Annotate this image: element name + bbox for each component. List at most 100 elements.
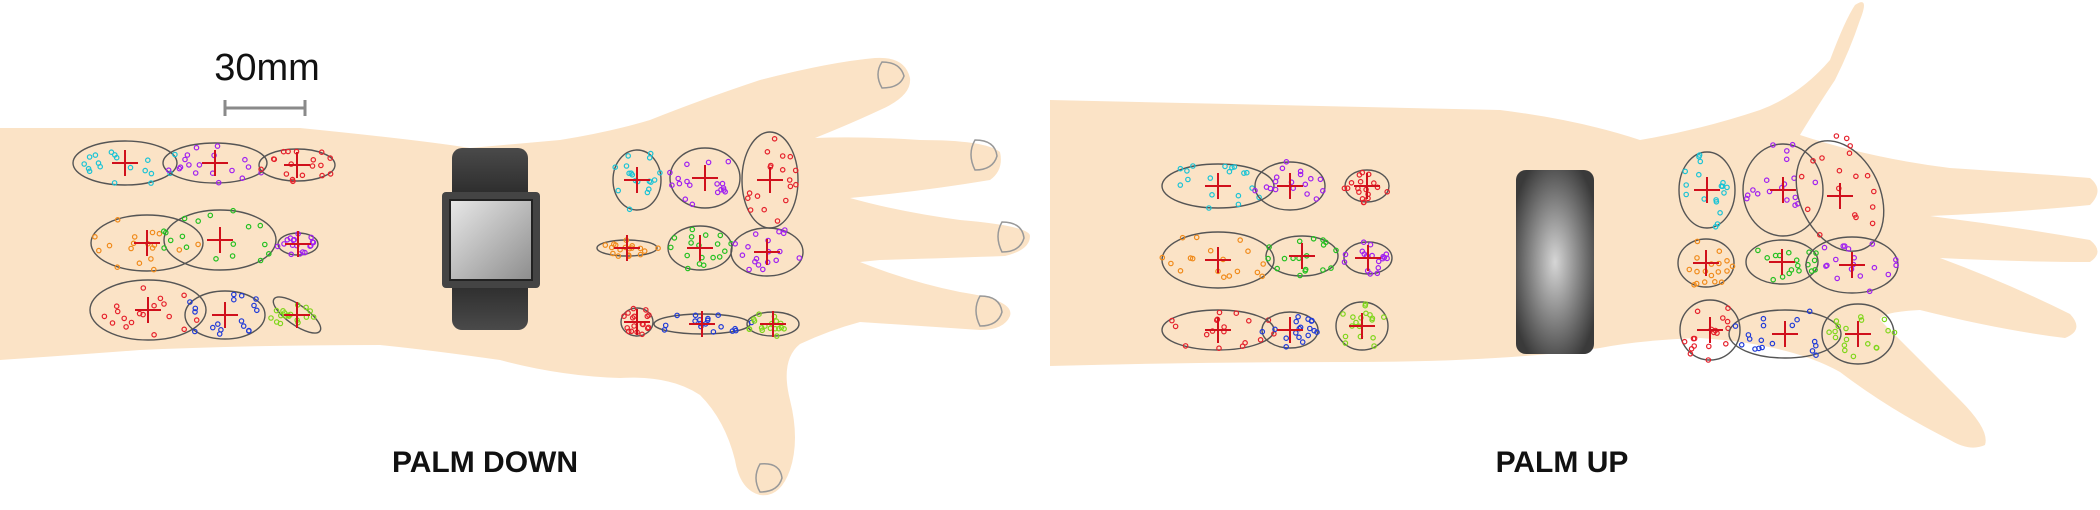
touch-point <box>717 232 724 239</box>
cluster-ellipse <box>90 214 204 272</box>
touch-point <box>1754 191 1761 197</box>
touch-point <box>623 163 630 169</box>
touch-point <box>112 152 118 158</box>
touch-point <box>1836 167 1843 174</box>
touch-point <box>187 299 193 305</box>
touch-point <box>136 310 143 317</box>
touch-point <box>1687 350 1694 357</box>
touch-point <box>1864 172 1871 179</box>
cluster-ellipse <box>272 296 322 334</box>
touch-point <box>1235 192 1242 199</box>
touch-point <box>166 313 173 320</box>
touch-point <box>1813 352 1819 359</box>
touch-point <box>288 251 295 258</box>
touch-point <box>1686 266 1693 273</box>
touch-point <box>1328 265 1334 271</box>
touch-point <box>756 311 762 318</box>
touch-point <box>1804 206 1811 213</box>
touch-point <box>669 182 675 189</box>
touch-point <box>284 237 291 243</box>
touch-point <box>1681 338 1688 345</box>
cluster-ellipse <box>669 147 741 209</box>
touch-point <box>1259 273 1266 280</box>
touch-point <box>1760 322 1767 329</box>
touch-point <box>196 162 203 168</box>
touch-cluster <box>268 296 322 334</box>
touch-point <box>229 253 236 259</box>
touch-point <box>1843 135 1850 142</box>
touch-point <box>1375 264 1382 271</box>
touch-point <box>1203 331 1210 338</box>
touch-point <box>1833 133 1840 139</box>
touch-point <box>195 218 202 224</box>
touch-point <box>1311 327 1318 334</box>
touch-point <box>1694 268 1700 275</box>
touch-point <box>1185 176 1191 183</box>
touch-point <box>142 167 149 174</box>
touch-point <box>1206 205 1212 211</box>
touch-point <box>1348 180 1355 186</box>
touch-point <box>1750 187 1756 193</box>
touch-point <box>1370 334 1376 341</box>
touch-point <box>108 149 115 156</box>
touch-point <box>1260 261 1267 267</box>
touch-point <box>714 241 721 247</box>
touch-point <box>626 206 633 213</box>
touch-point <box>1233 310 1240 317</box>
touch-point <box>1694 255 1700 261</box>
touch-point <box>1789 322 1796 329</box>
touch-point <box>1871 264 1878 271</box>
touch-point <box>1826 329 1832 336</box>
cluster-ellipse <box>1795 140 1885 252</box>
touch-point <box>628 328 635 335</box>
touch-point <box>1190 163 1196 169</box>
touch-point <box>1708 272 1715 279</box>
touch-point <box>1725 305 1731 312</box>
touch-point <box>1716 248 1723 255</box>
touch-point <box>1320 267 1326 273</box>
touch-point <box>1792 202 1798 209</box>
scale-bar: 30mm <box>214 47 320 116</box>
touch-point <box>131 234 138 240</box>
touch-point <box>1842 347 1848 354</box>
touch-point <box>1858 314 1864 320</box>
touch-point <box>1222 163 1228 170</box>
touch-point <box>786 177 793 183</box>
touch-point <box>1305 316 1311 322</box>
touch-point <box>1374 270 1381 277</box>
watch-palm-down <box>442 148 540 330</box>
touch-point <box>1857 273 1864 279</box>
touch-point <box>1358 314 1364 321</box>
touch-point <box>1769 340 1776 347</box>
touch-point <box>1794 316 1800 323</box>
touch-point <box>630 305 637 312</box>
touch-point <box>1231 164 1238 170</box>
touch-point <box>1866 288 1873 295</box>
touch-point <box>610 250 616 257</box>
touch-point <box>327 155 334 161</box>
touch-point <box>646 312 652 318</box>
touch-cluster <box>1795 133 1885 252</box>
touch-point <box>167 237 174 244</box>
touch-point <box>625 328 632 335</box>
touch-point <box>274 243 281 250</box>
touch-point <box>759 327 766 334</box>
touch-point <box>86 154 93 160</box>
touch-point <box>1293 318 1300 325</box>
touch-point <box>1783 156 1790 163</box>
touch-point <box>238 292 245 299</box>
touch-point <box>114 308 121 315</box>
touch-point <box>230 207 236 214</box>
touch-point <box>642 307 649 313</box>
touch-point <box>621 313 627 320</box>
touch-point <box>1245 248 1251 255</box>
fingernail-1 <box>877 61 905 89</box>
touch-point <box>140 311 146 318</box>
touch-point <box>1295 313 1301 320</box>
touch-point <box>729 328 736 334</box>
touch-point <box>1159 254 1166 261</box>
touch-point <box>85 165 92 172</box>
touch-point <box>1712 278 1718 285</box>
touch-point <box>1772 252 1779 259</box>
touch-point <box>1766 188 1773 195</box>
